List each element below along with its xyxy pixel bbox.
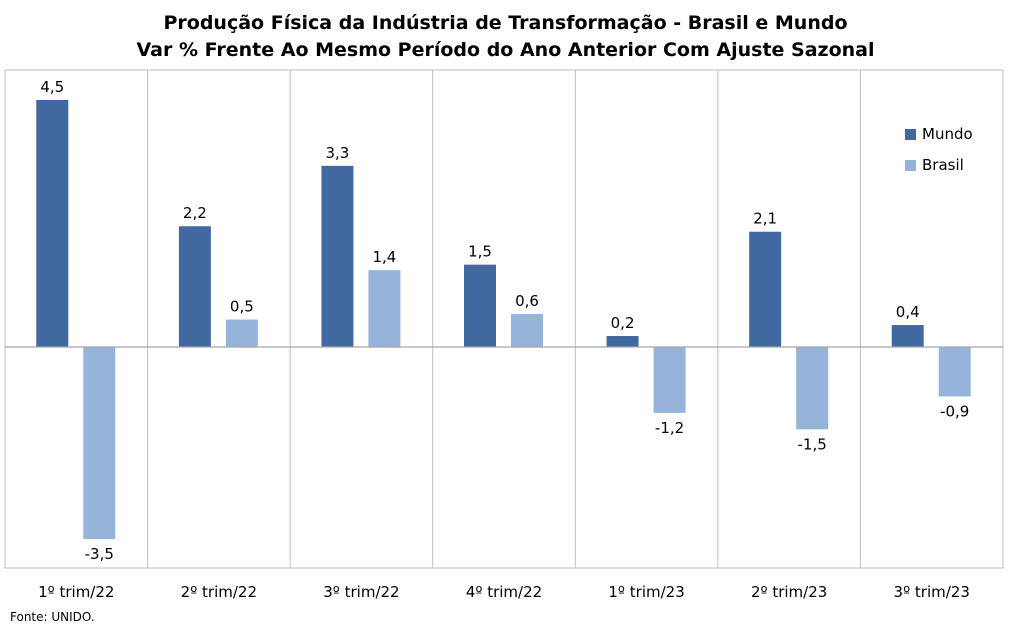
data-label-mundo: 0,2	[611, 314, 635, 332]
legend-swatch-mundo	[905, 128, 916, 140]
data-label-mundo: 1,5	[468, 243, 492, 261]
legend-label-brasil: Brasil	[922, 156, 964, 174]
bar-mundo	[464, 264, 496, 347]
bar-mundo	[36, 100, 69, 347]
legend-swatch-brasil	[905, 159, 916, 171]
data-label-mundo: 0,4	[896, 303, 920, 321]
legend-label-mundo: Mundo	[922, 125, 973, 143]
bar-mundo	[891, 325, 924, 347]
bar-brasil	[653, 347, 686, 413]
data-label-brasil: 1,4	[372, 248, 396, 266]
data-label-mundo: 2,1	[753, 210, 777, 228]
data-label-mundo: 2,2	[183, 204, 207, 222]
bar-mundo	[321, 165, 354, 347]
legend-item-mundo: Mundo	[905, 124, 973, 144]
bar-brasil	[83, 347, 116, 540]
data-label-brasil: -3,5	[85, 545, 114, 563]
bar-mundo	[606, 336, 639, 347]
category-label: 3º trim/23	[894, 583, 970, 601]
bar-brasil	[225, 319, 258, 347]
category-label: 2º trim/23	[751, 583, 827, 601]
bar-brasil	[368, 270, 401, 347]
category-label: 1º trim/22	[38, 583, 114, 601]
bar-brasil	[938, 347, 971, 397]
chart-title: Produção Física da Indústria de Transfor…	[163, 12, 848, 34]
source-note: Fonte: UNIDO.	[10, 610, 95, 624]
bar-brasil	[511, 314, 543, 347]
bar-mundo	[178, 226, 211, 347]
data-label-brasil: -0,9	[940, 402, 969, 420]
legend-item-brasil: Brasil	[905, 155, 973, 175]
data-label-brasil: 0,6	[515, 292, 539, 310]
data-label-brasil: -1,2	[655, 419, 684, 437]
chart-title-block: Produção Física da Indústria de Transfor…	[0, 10, 1011, 64]
data-label-brasil: 0,5	[230, 298, 254, 316]
category-label: 3º trim/22	[323, 583, 399, 601]
legend: Mundo Brasil	[905, 124, 973, 186]
category-label: 1º trim/23	[608, 583, 684, 601]
bar-mundo	[749, 231, 782, 347]
data-label-mundo: 4,5	[40, 78, 64, 96]
bar-brasil	[796, 347, 829, 430]
category-label: 2º trim/22	[181, 583, 257, 601]
category-label: 4º trim/22	[466, 583, 542, 601]
data-label-brasil: -1,5	[798, 435, 827, 453]
data-label-mundo: 3,3	[325, 144, 349, 162]
chart-subtitle: Var % Frente Ao Mesmo Período do Ano Ant…	[136, 39, 875, 61]
plot-area-border	[4, 69, 1004, 569]
